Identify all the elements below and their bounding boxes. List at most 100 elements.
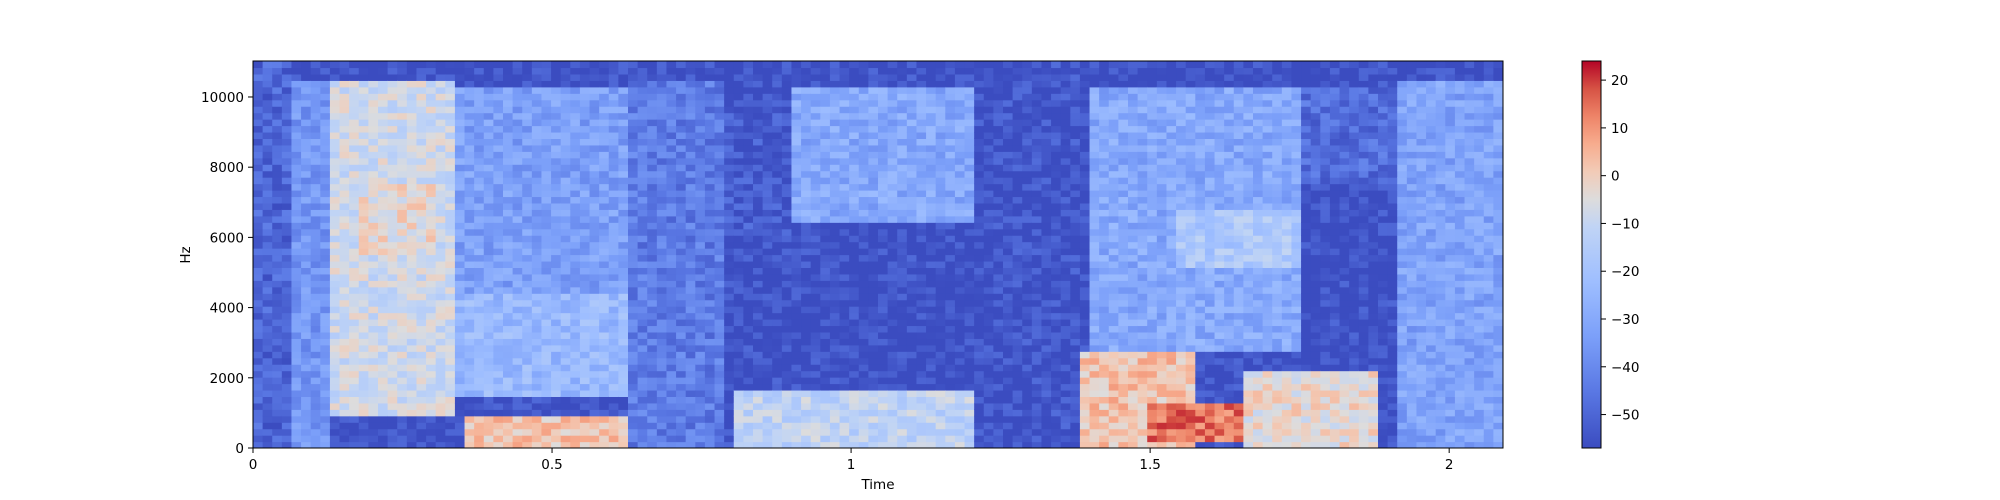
heatmap-cell xyxy=(935,299,946,307)
heatmap-cell xyxy=(406,312,418,320)
heatmap-cell xyxy=(964,338,975,346)
heatmap-cell xyxy=(897,73,908,81)
heatmap-cell xyxy=(483,422,494,430)
heatmap-cell xyxy=(964,441,975,448)
heatmap-cell xyxy=(416,312,427,320)
heatmap-cell xyxy=(897,286,908,294)
heatmap-cell xyxy=(406,306,418,314)
heatmap-cell xyxy=(493,383,504,391)
heatmap-cell xyxy=(483,131,494,139)
heatmap-cell xyxy=(676,306,687,314)
heatmap-cell xyxy=(493,202,504,210)
heatmap-cell xyxy=(685,61,696,69)
heatmap-cell xyxy=(829,293,841,301)
heatmap-cell xyxy=(1022,267,1033,275)
heatmap-cell xyxy=(1003,80,1014,88)
heatmap-cell xyxy=(320,280,331,288)
heatmap-cell xyxy=(695,73,706,81)
heatmap-cell xyxy=(762,67,773,75)
heatmap-cell xyxy=(378,209,389,217)
heatmap-cell xyxy=(493,325,504,333)
heatmap-cell xyxy=(599,299,610,307)
heatmap-cell xyxy=(685,409,696,417)
heatmap-cell xyxy=(320,428,331,436)
heatmap-cell xyxy=(753,370,764,378)
heatmap-cell xyxy=(281,370,293,378)
heatmap-cell xyxy=(579,73,591,81)
heatmap-cell xyxy=(416,131,427,139)
heatmap-cell xyxy=(762,138,773,146)
heatmap-cell xyxy=(474,151,485,159)
heatmap-cell xyxy=(954,99,966,107)
heatmap-cell xyxy=(753,267,764,275)
heatmap-cell xyxy=(329,177,341,185)
heatmap-cell xyxy=(618,267,629,275)
heatmap-cell xyxy=(974,351,985,359)
heatmap-cell xyxy=(685,131,696,139)
heatmap-cell xyxy=(714,396,725,404)
heatmap-cell xyxy=(1012,119,1023,127)
heatmap-cell xyxy=(329,157,341,165)
heatmap-cell xyxy=(387,106,398,114)
heatmap-cell xyxy=(608,196,619,204)
heatmap-cell xyxy=(868,370,879,378)
heatmap-cell xyxy=(983,138,994,146)
heatmap-cell xyxy=(1003,312,1014,320)
heatmap-cell xyxy=(1022,415,1033,423)
heatmap-cell xyxy=(820,286,831,294)
heatmap-cell xyxy=(253,241,264,249)
heatmap-cell xyxy=(695,338,706,346)
heatmap-cell xyxy=(301,273,312,281)
heatmap-cell xyxy=(1003,402,1014,410)
heatmap-cell xyxy=(272,190,283,198)
heatmap-cell xyxy=(839,144,850,152)
heatmap-cell xyxy=(454,196,466,204)
heatmap-cell xyxy=(829,222,841,230)
heatmap-cell xyxy=(897,170,908,178)
heatmap-cell xyxy=(608,267,619,275)
heatmap-cell xyxy=(253,415,264,423)
heatmap-cell xyxy=(1031,280,1043,288)
heatmap-cell xyxy=(599,338,610,346)
heatmap-cell xyxy=(406,125,418,133)
heatmap-cell xyxy=(483,415,494,423)
heatmap-cell xyxy=(676,312,687,320)
heatmap-cell xyxy=(781,157,793,165)
heatmap-cell xyxy=(291,428,302,436)
heatmap-cell xyxy=(695,273,706,281)
heatmap-cell xyxy=(618,164,629,172)
heatmap-cell xyxy=(329,183,341,191)
heatmap-cell xyxy=(570,61,581,69)
heatmap-cell xyxy=(820,331,831,339)
heatmap-cell xyxy=(339,80,350,88)
heatmap-cell xyxy=(358,86,369,94)
heatmap-cell xyxy=(416,293,427,301)
heatmap-cell xyxy=(541,151,552,159)
heatmap-cell xyxy=(666,106,677,114)
heatmap-cell xyxy=(1003,422,1014,430)
heatmap-cell xyxy=(493,357,504,365)
heatmap-cell xyxy=(974,248,985,256)
heatmap-cell xyxy=(868,254,879,262)
heatmap-cell xyxy=(522,144,533,152)
heatmap-cell xyxy=(656,319,668,327)
heatmap-cell xyxy=(426,80,437,88)
heatmap-cell xyxy=(762,131,773,139)
heatmap-cell xyxy=(551,209,562,217)
heatmap-cell xyxy=(474,202,485,210)
heatmap-cell xyxy=(618,254,629,262)
heatmap-cell xyxy=(656,67,668,75)
heatmap-cell xyxy=(628,428,639,436)
heatmap-cell xyxy=(368,357,379,365)
heatmap-cell xyxy=(291,131,302,139)
heatmap-cell xyxy=(964,293,975,301)
heatmap-cell xyxy=(310,280,321,288)
heatmap-cell xyxy=(695,267,706,275)
heatmap-cell xyxy=(301,131,312,139)
heatmap-cell xyxy=(281,383,293,391)
heatmap-cell xyxy=(541,112,552,120)
heatmap-cell xyxy=(291,357,302,365)
heatmap-cell xyxy=(724,99,735,107)
heatmap-cell xyxy=(599,241,610,249)
heatmap-cell xyxy=(839,306,850,314)
